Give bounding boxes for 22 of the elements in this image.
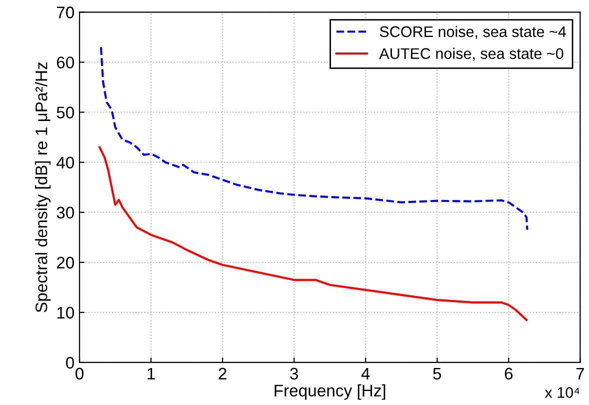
y-tick-label: 50 — [56, 106, 74, 118]
y-tick-label: 20 — [56, 256, 74, 269]
y-tick-label: 60 — [56, 56, 74, 68]
y-tick-label: 30 — [56, 206, 74, 219]
x-tick-label: 3 — [290, 368, 298, 380]
x-tick-label: 1 — [148, 368, 155, 380]
y-axis-title: Spectral density [dB] re 1 μPa²/Hz — [35, 62, 51, 312]
x-tick-label: 7 — [576, 368, 584, 380]
legend-label: SCORE noise, sea state ~4 — [380, 26, 566, 39]
y-tick-label: 10 — [57, 306, 74, 319]
y-tick-label: 70 — [56, 6, 74, 18]
x-tick-label: 6 — [504, 368, 513, 380]
x-tick-label: 2 — [218, 368, 226, 380]
text: x 10⁴ — [544, 387, 580, 398]
legend-label: AUTEC noise, sea state ~0 — [379, 48, 564, 61]
y-tick-label: 0 — [66, 356, 74, 369]
x-tick-label: 5 — [433, 368, 442, 380]
x-tick-label: 4 — [361, 368, 370, 380]
x-tick-label: 0 — [76, 368, 84, 380]
x-axis-title: Frequency [Hz] — [274, 384, 386, 400]
y-tick-label: 40 — [56, 156, 74, 168]
line-series — [98, 146, 528, 321]
